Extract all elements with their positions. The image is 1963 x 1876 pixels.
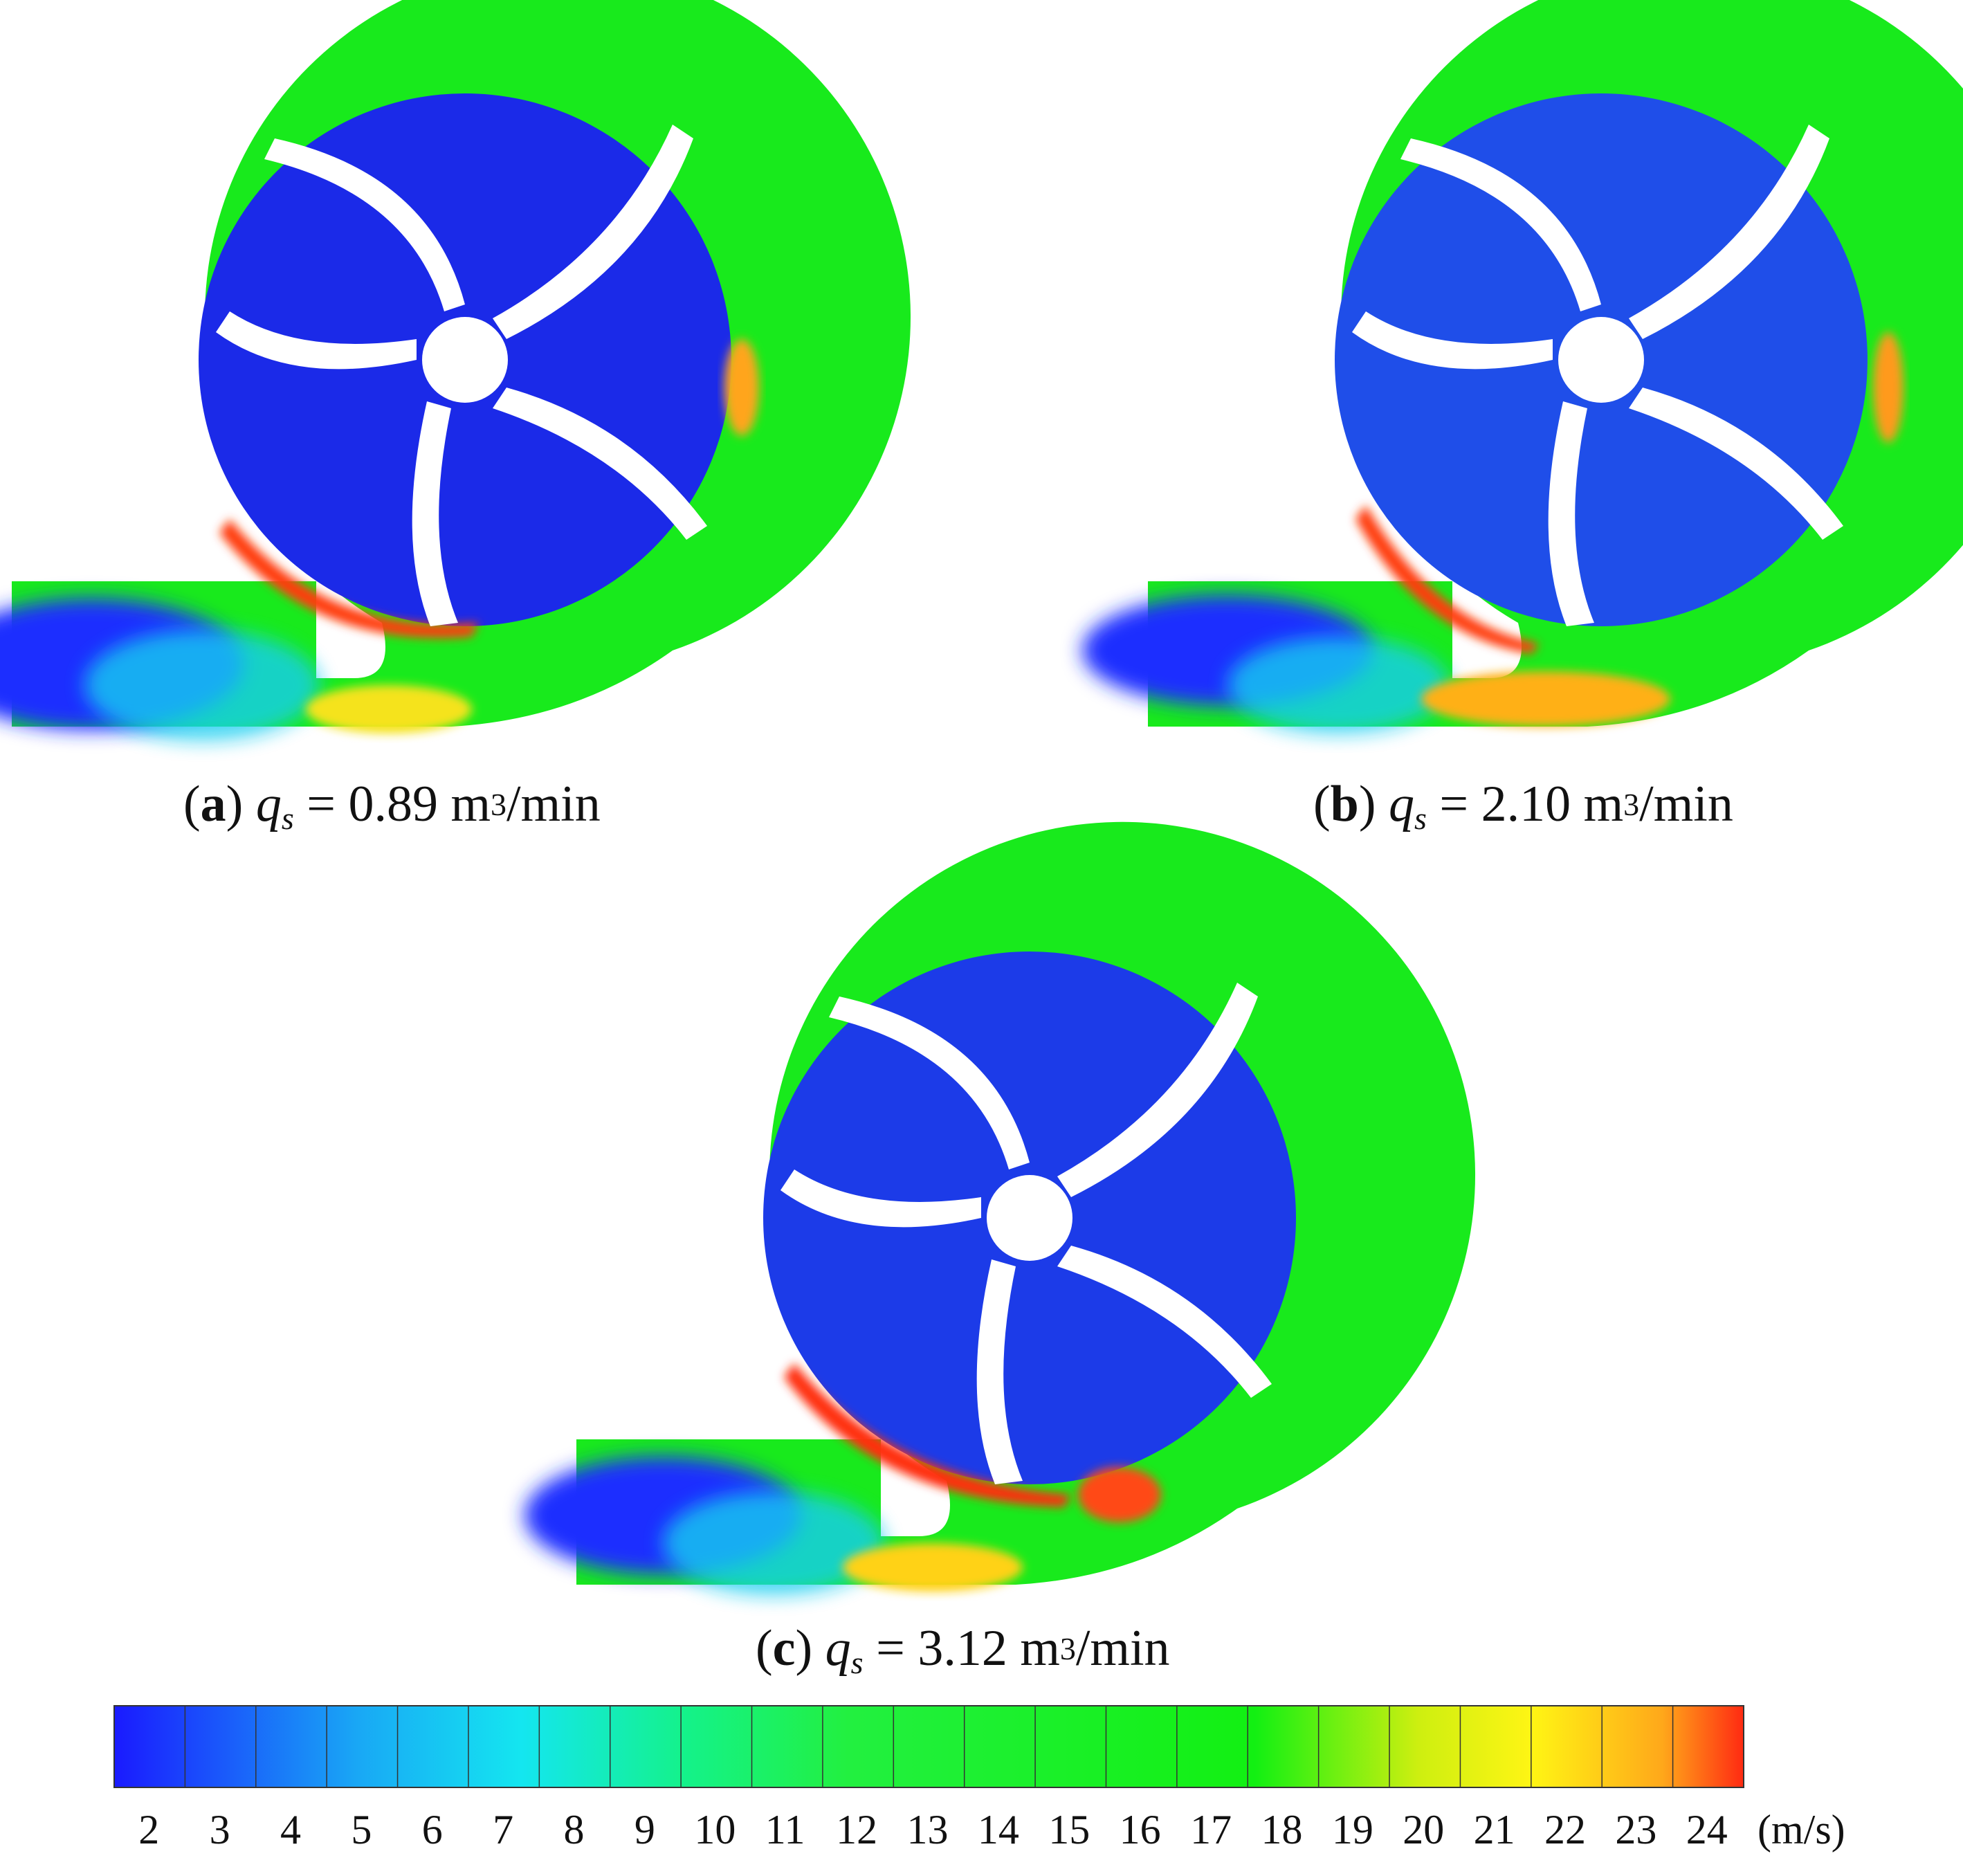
- blade: [493, 388, 707, 540]
- colorbar-tick-label: 3: [209, 1807, 230, 1852]
- colorbar-tick-label: 9: [634, 1807, 655, 1852]
- casing-hotspot: [1078, 1467, 1161, 1522]
- colorbar-tick-label: 4: [280, 1807, 301, 1852]
- tongue-jet: [784, 1363, 1071, 1507]
- colorbar-frame: [113, 1705, 1744, 1788]
- colorbar-unit-label: (m/s): [1757, 1807, 1845, 1852]
- colorbar-tick-label: 12: [836, 1807, 878, 1852]
- colorbar-tick-label: 14: [977, 1807, 1019, 1852]
- impeller-blades: [216, 125, 707, 626]
- blade: [1629, 125, 1829, 339]
- caption-c: (c) qs = 3.12 m3/min: [756, 1620, 1170, 1680]
- blade: [493, 125, 693, 339]
- inlet-cyan-zone: [663, 1491, 884, 1595]
- caption-a: (a) qs = 0.89 m3/min: [183, 776, 601, 836]
- pump-panel-a: [0, 0, 911, 740]
- blade: [216, 311, 417, 370]
- pump-panel-c: [524, 821, 1476, 1595]
- caption-b: (b) qs = 2.10 m3/min: [1313, 776, 1733, 836]
- blade: [1629, 388, 1843, 540]
- blade: [829, 996, 1030, 1169]
- colorbar-tick-label: 16: [1119, 1807, 1161, 1852]
- colorbar-tick-label: 19: [1331, 1807, 1373, 1852]
- colorbar-tick-label: 6: [421, 1807, 443, 1852]
- colorbar-tick-label: 7: [493, 1807, 514, 1852]
- hub: [987, 1175, 1072, 1261]
- colorbar-tick-label: 22: [1544, 1807, 1587, 1852]
- blade: [976, 1259, 1023, 1484]
- colorbar-tick-label: 17: [1190, 1807, 1232, 1852]
- blade: [1400, 138, 1601, 311]
- colorbar-tick-label: 5: [351, 1807, 372, 1852]
- outlet-fast-zone: [1421, 671, 1670, 727]
- colorbar-tick-label: 23: [1615, 1807, 1657, 1852]
- pump-panel-b: [1082, 0, 1963, 734]
- colorbar-tick-label: 24: [1686, 1807, 1728, 1852]
- colorbar-tick-label: 13: [906, 1807, 949, 1852]
- blade: [412, 401, 458, 626]
- colorbar-tick-label: 8: [563, 1807, 585, 1852]
- hub: [422, 317, 508, 403]
- blade: [1057, 1246, 1272, 1398]
- colorbar: [114, 1706, 1744, 1787]
- casing-hotspot: [724, 339, 759, 436]
- colorbar-tick-label: 20: [1403, 1807, 1445, 1852]
- blade: [264, 138, 465, 311]
- hub: [1558, 317, 1644, 403]
- outlet-fast-zone: [306, 685, 472, 734]
- blade: [1548, 401, 1594, 626]
- outlet-fast-zone: [843, 1543, 1023, 1592]
- impeller-blades: [780, 983, 1272, 1484]
- colorbar-tick-label: 18: [1261, 1807, 1303, 1852]
- inlet-cyan-zone: [84, 630, 320, 740]
- blade: [1057, 983, 1258, 1197]
- colorbar-tick-label: 21: [1473, 1807, 1515, 1852]
- inlet-cyan-zone: [1227, 637, 1449, 734]
- colorbar-tick-label: 15: [1048, 1807, 1090, 1852]
- tongue-jet: [1355, 505, 1539, 654]
- blade: [1352, 311, 1553, 370]
- colorbar-tick-label: 2: [138, 1807, 160, 1852]
- colorbar-tick-label: 10: [694, 1807, 736, 1852]
- impeller-blades: [1352, 125, 1843, 626]
- blade: [780, 1169, 981, 1228]
- colorbar-tick-label: 11: [765, 1807, 805, 1852]
- tongue-jet: [219, 519, 479, 639]
- casing-hotspot: [1873, 332, 1903, 443]
